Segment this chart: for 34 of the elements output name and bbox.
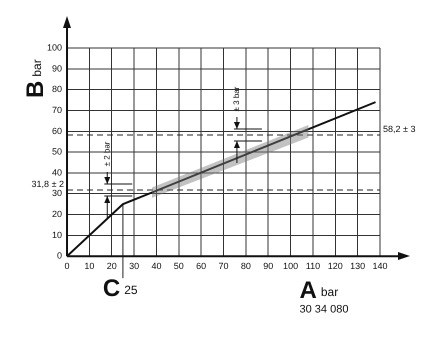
y-tick-label: 30 <box>52 188 62 198</box>
y-tick-label: 90 <box>52 63 62 74</box>
x-tick-label: 90 <box>263 261 274 272</box>
x-tick-label: 50 <box>174 261 184 272</box>
annotation: ± 2 bar <box>102 141 112 166</box>
x-tick-label: 20 <box>106 261 117 272</box>
ref-line-label: 58,2 ± 3 <box>383 124 416 134</box>
x-tick-label: 70 <box>218 261 229 272</box>
y-tick-label: 10 <box>52 230 62 240</box>
ref-line-label: C 25 <box>102 275 138 302</box>
x-tick-label: 30 <box>129 261 140 272</box>
y-tick-label: 20 <box>52 209 62 220</box>
x-tick-label: 120 <box>328 261 343 272</box>
x-tick-label: 110 <box>306 261 320 272</box>
y-tick-label: 70 <box>52 104 62 115</box>
y-tick-label: 0 <box>57 250 62 261</box>
annotation: ± 3 bar <box>232 86 242 112</box>
x-axis-title: A bar <box>300 277 338 304</box>
ref-line-label: 31,8 ± 2 <box>32 178 64 189</box>
x-tick-label: 10 <box>84 261 94 272</box>
x-tick-label: 140 <box>372 261 388 272</box>
text: 30 34 080 <box>300 304 348 316</box>
x-tick-label: 80 <box>240 261 251 272</box>
y-tick-label: 40 <box>52 167 62 178</box>
x-tick-label: 0 <box>64 261 70 272</box>
x-tick-label: 130 <box>350 261 366 272</box>
y-tick-label: 50 <box>52 146 62 157</box>
y-tick-label: 80 <box>52 84 62 94</box>
y-tick-label: 60 <box>52 126 62 136</box>
y-tick-label: 100 <box>46 42 62 52</box>
x-tick-label: 100 <box>283 261 298 272</box>
x-tick-label: 60 <box>196 261 206 272</box>
x-tick-label: 40 <box>151 261 162 272</box>
y-axis-title: B bar <box>22 59 50 98</box>
